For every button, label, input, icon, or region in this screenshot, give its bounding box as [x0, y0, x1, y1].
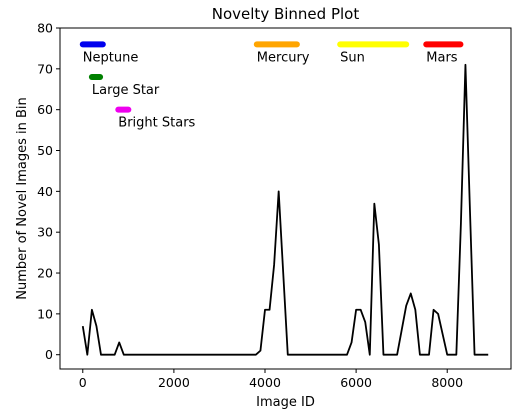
chart-title: Novelty Binned Plot [212, 5, 360, 23]
y-tick-label: 80 [37, 21, 53, 36]
y-tick-label: 60 [37, 102, 53, 117]
annotation-label-large-star: Large Star [92, 83, 160, 98]
x-tick-label: 4000 [249, 375, 281, 390]
y-tick-label: 50 [37, 143, 53, 158]
annotation-label-sun: Sun [340, 50, 365, 65]
plot-frame [59, 27, 512, 370]
x-tick-label: 0 [79, 375, 87, 390]
y-tick-label: 70 [37, 61, 53, 76]
y-tick-label: 30 [37, 225, 53, 240]
annotation-label-mercury: Mercury [257, 50, 310, 65]
annotation-label-bright-stars: Bright Stars [118, 116, 195, 131]
plot-area: Neptune Large Star Bright Stars Mercury Sun M… [37, 21, 512, 390]
y-tick-label: 40 [37, 184, 53, 199]
series-line [81, 63, 489, 356]
annotation-label-mars: Mars [426, 50, 458, 65]
x-tick-label: 2000 [158, 375, 190, 390]
y-axis-label: Number of Novel Images in Bin [15, 97, 30, 300]
x-axis-label: Image ID [256, 395, 315, 410]
y-tick-label: 10 [37, 306, 53, 321]
y-tick-label: 0 [45, 347, 53, 362]
x-tick-label: 8000 [431, 375, 463, 390]
annotation-label-neptune: Neptune [83, 50, 139, 65]
x-tick-label: 6000 [340, 375, 372, 390]
y-tick-label: 20 [37, 266, 53, 281]
